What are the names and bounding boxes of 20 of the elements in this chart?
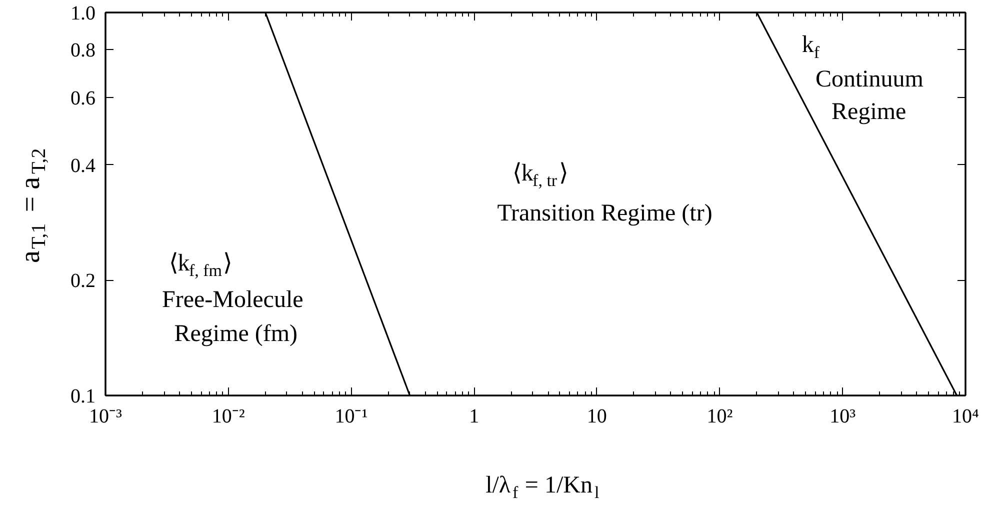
y-tick-label: 0.4	[70, 154, 96, 177]
x-tick-label: 1	[469, 406, 480, 428]
annotation: Continuum	[815, 66, 924, 93]
y-tick-label: 0.6	[70, 87, 96, 110]
y-tick-label: 1.0	[70, 2, 96, 24]
annotation: Transition Regime (tr)	[497, 200, 712, 227]
y-tick-label: 0.2	[70, 270, 96, 292]
y-tick-label: 0.1	[70, 386, 96, 408]
x-tick-label: 10⁻³	[89, 406, 122, 428]
x-tick-label: 10⁻¹	[334, 406, 368, 428]
x-tick-label: 10³	[830, 406, 856, 428]
annotation: Free-Molecule	[162, 286, 304, 313]
x-tick-label: 10²	[706, 406, 733, 428]
annotation: Regime	[832, 99, 906, 126]
x-tick-label: 10⁴	[952, 406, 980, 428]
annotation: Regime (fm)	[174, 321, 298, 348]
y-axis-title: aT,1 = aT,2	[15, 148, 50, 263]
x-tick-label: 10	[586, 406, 607, 428]
y-tick-label: 0.8	[70, 40, 96, 62]
x-tick-label: 10⁻²	[212, 406, 245, 428]
